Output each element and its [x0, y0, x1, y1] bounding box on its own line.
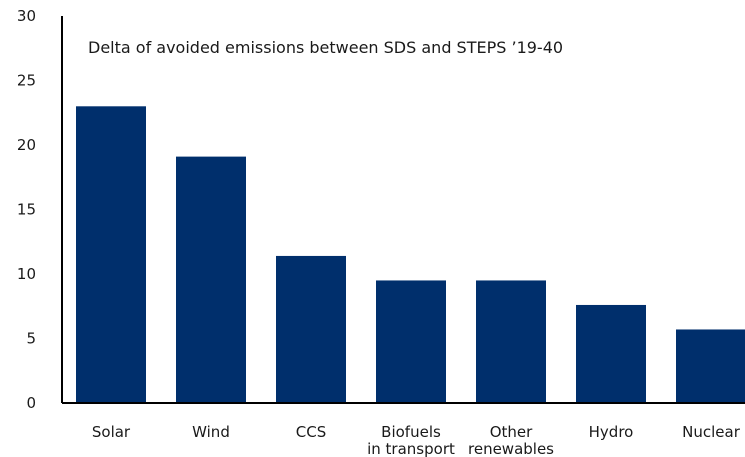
- y-tick-label: 5: [26, 330, 36, 348]
- x-tick-label: Hydro: [589, 423, 634, 441]
- y-tick-label: 0: [26, 394, 36, 412]
- y-tick-label: 25: [17, 72, 36, 90]
- chart-title: Delta of avoided emissions between SDS a…: [88, 38, 563, 57]
- y-tick-label: 10: [17, 265, 36, 283]
- x-tick-label: Solar: [92, 423, 131, 441]
- x-tick-label: CCS: [296, 423, 326, 441]
- x-tick-label: Wind: [192, 423, 230, 441]
- y-tick-label: 15: [17, 201, 36, 219]
- x-tick-label: Nuclear: [682, 423, 741, 441]
- bar: [76, 106, 146, 404]
- bar: [176, 156, 246, 403]
- bars: [76, 106, 745, 404]
- bar: [676, 329, 745, 403]
- bar: [276, 255, 346, 403]
- x-tick-label: Biofuels in transport: [367, 423, 455, 457]
- x-tick-label: Other renewables: [468, 423, 554, 457]
- y-tick-label: 30: [17, 7, 36, 25]
- bar: [376, 280, 446, 403]
- y-axis-ticks: 0 5 10 15 20 25 30: [17, 7, 36, 412]
- bar: [576, 304, 646, 403]
- y-tick-label: 20: [17, 136, 36, 154]
- x-axis-labels: Solar Wind CCS Biofuels in transport Other ren…: [92, 423, 741, 457]
- bar: [476, 280, 546, 403]
